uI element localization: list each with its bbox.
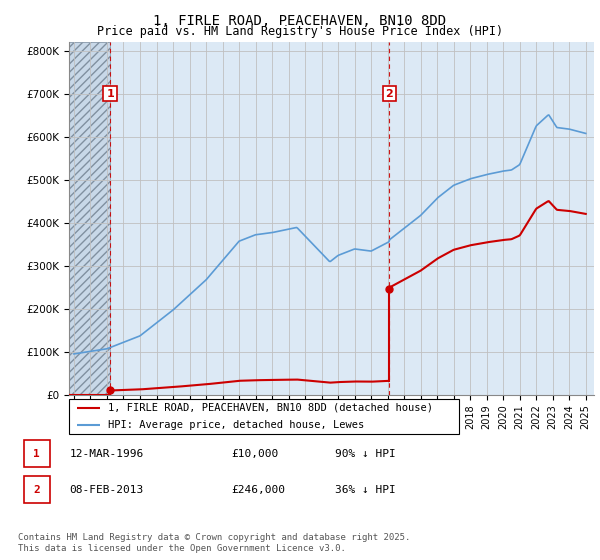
Text: 12-MAR-1996: 12-MAR-1996	[70, 449, 144, 459]
Text: £10,000: £10,000	[231, 449, 278, 459]
Bar	[69, 42, 110, 395]
Text: 2: 2	[34, 485, 40, 495]
FancyBboxPatch shape	[69, 399, 459, 434]
Text: Price paid vs. HM Land Registry's House Price Index (HPI): Price paid vs. HM Land Registry's House …	[97, 25, 503, 38]
Text: 1: 1	[34, 449, 40, 459]
Text: 1: 1	[106, 88, 114, 99]
Text: 1, FIRLE ROAD, PEACEHAVEN, BN10 8DD (detached house): 1, FIRLE ROAD, PEACEHAVEN, BN10 8DD (det…	[108, 403, 433, 413]
Text: £246,000: £246,000	[231, 485, 285, 495]
Text: 08-FEB-2013: 08-FEB-2013	[70, 485, 144, 495]
FancyBboxPatch shape	[23, 477, 50, 503]
Text: 2: 2	[385, 88, 393, 99]
Text: HPI: Average price, detached house, Lewes: HPI: Average price, detached house, Lewe…	[108, 421, 364, 430]
FancyBboxPatch shape	[23, 440, 50, 467]
Text: Contains HM Land Registry data © Crown copyright and database right 2025.
This d: Contains HM Land Registry data © Crown c…	[18, 533, 410, 553]
Text: 90% ↓ HPI: 90% ↓ HPI	[335, 449, 395, 459]
Bar	[69, 42, 110, 395]
Text: 1, FIRLE ROAD, PEACEHAVEN, BN10 8DD: 1, FIRLE ROAD, PEACEHAVEN, BN10 8DD	[154, 14, 446, 28]
Text: 36% ↓ HPI: 36% ↓ HPI	[335, 485, 395, 495]
